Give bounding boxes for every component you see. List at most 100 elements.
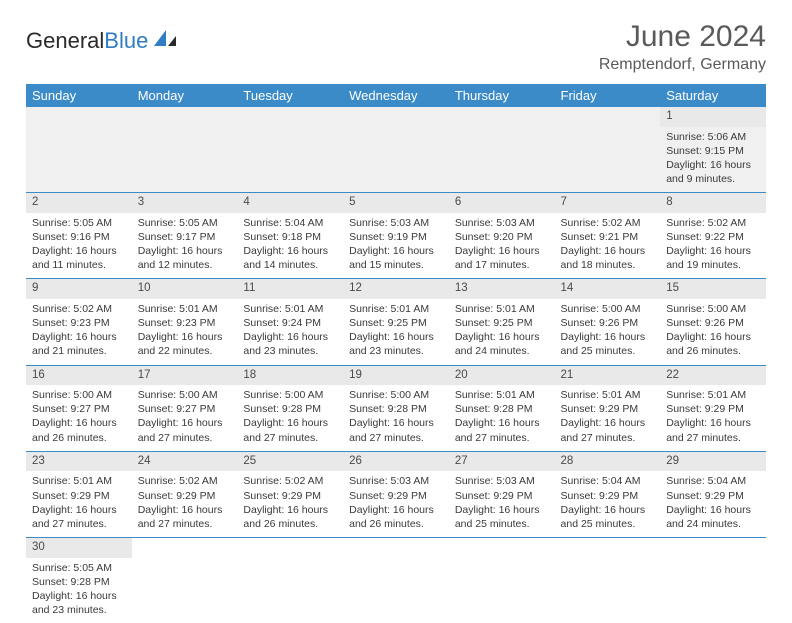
sunrise-line: Sunrise: 5:02 AM	[561, 216, 655, 230]
calendar-cell: 27Sunrise: 5:03 AMSunset: 9:29 PMDayligh…	[449, 451, 555, 537]
sunrise-line: Sunrise: 5:03 AM	[349, 216, 443, 230]
calendar-row: 30Sunrise: 5:05 AMSunset: 9:28 PMDayligh…	[26, 538, 766, 623]
calendar-cell-empty	[132, 107, 238, 193]
sunset-line: Sunset: 9:26 PM	[561, 316, 655, 330]
daylight-line: Daylight: 16 hours and 27 minutes.	[349, 416, 443, 444]
daylight-line: Daylight: 16 hours and 27 minutes.	[32, 503, 126, 531]
calendar-cell-empty	[555, 107, 661, 193]
daylight-line: Daylight: 16 hours and 21 minutes.	[32, 330, 126, 358]
day-header: Wednesday	[343, 84, 449, 107]
day-number: 2	[26, 193, 132, 213]
sunset-line: Sunset: 9:29 PM	[243, 489, 337, 503]
sunset-line: Sunset: 9:27 PM	[138, 402, 232, 416]
sunset-line: Sunset: 9:28 PM	[32, 575, 126, 589]
day-number: 16	[26, 366, 132, 386]
daylight-line: Daylight: 16 hours and 27 minutes.	[138, 416, 232, 444]
daylight-line: Daylight: 16 hours and 25 minutes.	[455, 503, 549, 531]
logo-sail-icon	[152, 28, 178, 48]
day-header: Sunday	[26, 84, 132, 107]
sunset-line: Sunset: 9:29 PM	[561, 402, 655, 416]
daylight-line: Daylight: 16 hours and 15 minutes.	[349, 244, 443, 272]
day-header: Friday	[555, 84, 661, 107]
sunset-line: Sunset: 9:29 PM	[138, 489, 232, 503]
sunset-line: Sunset: 9:29 PM	[455, 489, 549, 503]
sunrise-line: Sunrise: 5:01 AM	[455, 388, 549, 402]
calendar-cell-empty	[237, 107, 343, 193]
day-number: 10	[132, 279, 238, 299]
calendar-cell: 3Sunrise: 5:05 AMSunset: 9:17 PMDaylight…	[132, 193, 238, 279]
calendar-cell-empty	[343, 107, 449, 193]
daylight-line: Daylight: 16 hours and 27 minutes.	[455, 416, 549, 444]
day-number: 13	[449, 279, 555, 299]
calendar-cell: 10 Sunrise: 5:01 AMSunset: 9:23 PMDayligh…	[132, 279, 238, 365]
daylight-line: Daylight: 16 hours and 25 minutes.	[561, 330, 655, 358]
sunrise-line: Sunrise: 5:05 AM	[138, 216, 232, 230]
sunset-line: Sunset: 9:23 PM	[138, 316, 232, 330]
daylight-line: Daylight: 16 hours and 24 minutes.	[666, 503, 760, 531]
sunrise-line: Sunrise: 5:00 AM	[349, 388, 443, 402]
calendar-cell: 2Sunrise: 5:05 AMSunset: 9:16 PMDaylight…	[26, 193, 132, 279]
calendar-cell-empty	[555, 538, 661, 623]
calendar-row: 9Sunrise: 5:02 AMSunset: 9:23 PMDaylight…	[26, 279, 766, 365]
sunset-line: Sunset: 9:27 PM	[32, 402, 126, 416]
sunset-line: Sunset: 9:29 PM	[561, 489, 655, 503]
sunrise-line: Sunrise: 5:03 AM	[349, 474, 443, 488]
calendar-cell: 13Sunrise: 5:01 AMSunset: 9:25 PMDayligh…	[449, 279, 555, 365]
calendar-cell: 20Sunrise: 5:01 AMSunset: 9:28 PMDayligh…	[449, 365, 555, 451]
daylight-line: Daylight: 16 hours and 26 minutes.	[243, 503, 337, 531]
daylight-line: Daylight: 16 hours and 22 minutes.	[138, 330, 232, 358]
day-number: 7	[555, 193, 661, 213]
calendar-cell-empty	[660, 538, 766, 623]
daylight-line: Daylight: 16 hours and 27 minutes.	[243, 416, 337, 444]
calendar-cell: 6Sunrise: 5:03 AMSunset: 9:20 PMDaylight…	[449, 193, 555, 279]
sunrise-line: Sunrise: 5:00 AM	[561, 302, 655, 316]
daylight-line: Daylight: 16 hours and 11 minutes.	[32, 244, 126, 272]
calendar-row: 1Sunrise: 5:06 AMSunset: 9:15 PMDaylight…	[26, 107, 766, 193]
sunrise-line: Sunrise: 5:01 AM	[243, 302, 337, 316]
sunrise-line: Sunrise: 5:02 AM	[243, 474, 337, 488]
calendar-cell: 11Sunrise: 5:01 AMSunset: 9:24 PMDayligh…	[237, 279, 343, 365]
daylight-line: Daylight: 16 hours and 9 minutes.	[666, 158, 760, 186]
day-number: 5	[343, 193, 449, 213]
sunset-line: Sunset: 9:29 PM	[666, 402, 760, 416]
day-number: 18	[237, 366, 343, 386]
calendar-cell-empty	[343, 538, 449, 623]
calendar-cell: 12Sunrise: 5:01 AMSunset: 9:25 PMDayligh…	[343, 279, 449, 365]
sunset-line: Sunset: 9:26 PM	[666, 316, 760, 330]
day-number: 14	[555, 279, 661, 299]
calendar-cell: 18Sunrise: 5:00 AMSunset: 9:28 PMDayligh…	[237, 365, 343, 451]
sunrise-line: Sunrise: 5:04 AM	[666, 474, 760, 488]
day-number: 4	[237, 193, 343, 213]
day-number: 6	[449, 193, 555, 213]
calendar-cell: 9Sunrise: 5:02 AMSunset: 9:23 PMDaylight…	[26, 279, 132, 365]
sunrise-line: Sunrise: 5:05 AM	[32, 561, 126, 575]
sunset-line: Sunset: 9:24 PM	[243, 316, 337, 330]
calendar-row: 16Sunrise: 5:00 AMSunset: 9:27 PMDayligh…	[26, 365, 766, 451]
month-title: June 2024	[599, 20, 766, 54]
calendar-cell: 15Sunrise: 5:00 AMSunset: 9:26 PMDayligh…	[660, 279, 766, 365]
day-number: 30	[26, 538, 132, 558]
daylight-line: Daylight: 16 hours and 27 minutes.	[561, 416, 655, 444]
sunrise-line: Sunrise: 5:06 AM	[666, 130, 760, 144]
calendar-cell-empty	[237, 538, 343, 623]
daylight-line: Daylight: 16 hours and 23 minutes.	[243, 330, 337, 358]
day-number: 17	[132, 366, 238, 386]
sunrise-line: Sunrise: 5:00 AM	[32, 388, 126, 402]
day-number: 21	[555, 366, 661, 386]
sunset-line: Sunset: 9:23 PM	[32, 316, 126, 330]
sunrise-line: Sunrise: 5:00 AM	[138, 388, 232, 402]
logo: GeneralBlue	[26, 20, 178, 54]
sunset-line: Sunset: 9:29 PM	[349, 489, 443, 503]
calendar-cell-empty	[449, 538, 555, 623]
day-number: 1	[660, 107, 766, 127]
sunrise-line: Sunrise: 5:01 AM	[138, 302, 232, 316]
day-header: Tuesday	[237, 84, 343, 107]
day-number: 12	[343, 279, 449, 299]
sunrise-line: Sunrise: 5:00 AM	[666, 302, 760, 316]
day-header: Saturday	[660, 84, 766, 107]
sunrise-line: Sunrise: 5:04 AM	[243, 216, 337, 230]
sunset-line: Sunset: 9:21 PM	[561, 230, 655, 244]
calendar-cell-empty	[132, 538, 238, 623]
sunset-line: Sunset: 9:20 PM	[455, 230, 549, 244]
sunrise-line: Sunrise: 5:05 AM	[32, 216, 126, 230]
